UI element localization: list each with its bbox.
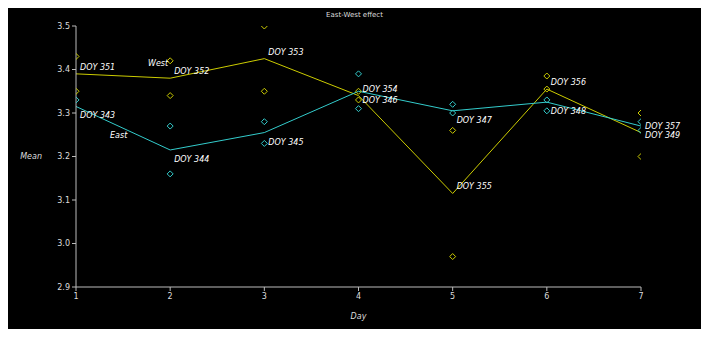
svg-text:Day: Day (351, 312, 367, 321)
svg-text:5: 5 (450, 292, 455, 301)
svg-text:DOY 351: DOY 351 (80, 63, 115, 72)
svg-text:3.1: 3.1 (57, 196, 70, 205)
svg-text:1: 1 (73, 292, 78, 301)
svg-text:3.4: 3.4 (57, 65, 70, 74)
svg-text:3.5: 3.5 (57, 22, 70, 31)
svg-text:DOY 348: DOY 348 (551, 107, 586, 116)
svg-text:3.3: 3.3 (57, 109, 70, 118)
svg-text:West: West (148, 59, 169, 68)
svg-text:3.2: 3.2 (57, 152, 70, 161)
svg-text:DOY 349: DOY 349 (645, 131, 680, 140)
svg-text:DOY 345: DOY 345 (268, 138, 303, 147)
svg-text:DOY 356: DOY 356 (551, 78, 586, 87)
svg-text:DOY 344: DOY 344 (174, 155, 209, 164)
svg-text:DOY 353: DOY 353 (268, 48, 303, 57)
svg-text:DOY 347: DOY 347 (457, 116, 493, 125)
svg-text:2: 2 (168, 292, 173, 301)
svg-text:DOY 352: DOY 352 (174, 67, 209, 76)
svg-text:DOY 346: DOY 346 (363, 96, 398, 105)
svg-text:2.9: 2.9 (57, 283, 70, 292)
svg-text:DOY 357: DOY 357 (645, 122, 681, 131)
svg-text:DOY 354: DOY 354 (363, 85, 398, 94)
html-text:East-West effect: East-West effect (326, 11, 383, 19)
svg-text:Mean: Mean (20, 152, 42, 161)
svg-text:4: 4 (356, 292, 361, 301)
svg-text:DOY 355: DOY 355 (457, 182, 492, 191)
svg-text:DOY 343: DOY 343 (80, 111, 115, 120)
svg-text:3: 3 (262, 292, 267, 301)
svg-text:7: 7 (638, 292, 643, 301)
svg-text:3.0: 3.0 (57, 239, 70, 248)
svg-text:6: 6 (544, 292, 549, 301)
svg-text:East: East (110, 131, 128, 140)
